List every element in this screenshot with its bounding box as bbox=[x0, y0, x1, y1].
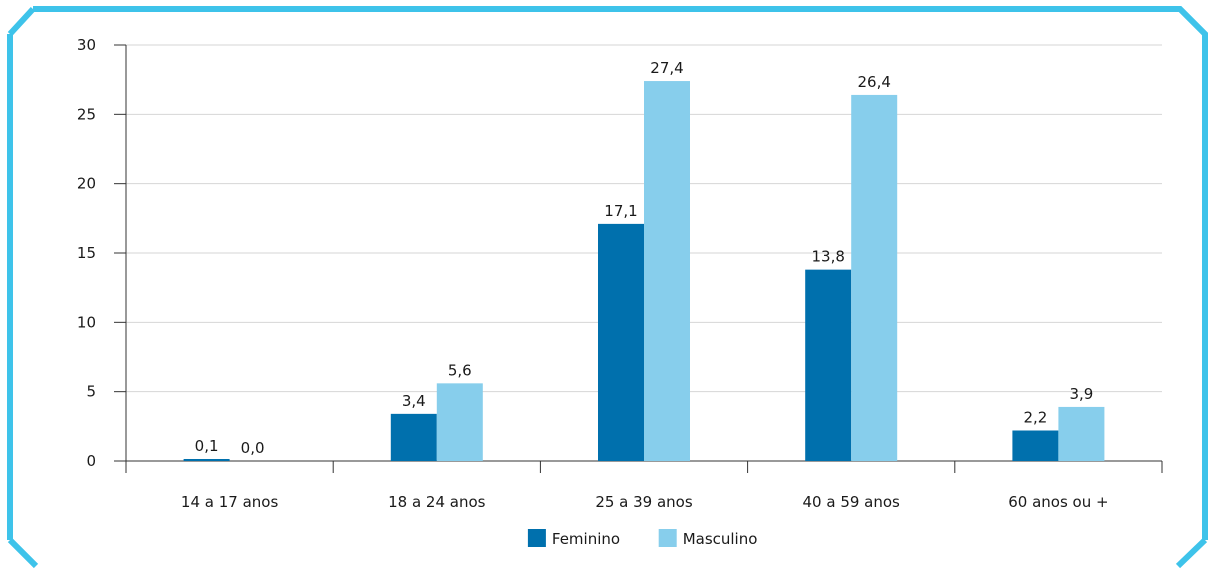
data-label: 26,4 bbox=[857, 73, 890, 91]
data-label: 0,0 bbox=[241, 439, 265, 457]
y-tick-label: 25 bbox=[77, 105, 96, 123]
x-category-label: 25 a 39 anos bbox=[595, 493, 693, 511]
bars bbox=[183, 81, 1105, 462]
legend-swatch-masculino bbox=[658, 529, 677, 547]
y-tick-label: 0 bbox=[86, 452, 96, 470]
data-label: 13,8 bbox=[811, 248, 844, 266]
y-tick-label: 10 bbox=[77, 313, 96, 331]
data-labels: 0,1 0,0 3,4 5,6 17,1 27,4 13,8 26,4 2,2 3,9 bbox=[195, 59, 1094, 457]
bar-masculino bbox=[436, 383, 483, 461]
data-label: 3,9 bbox=[1069, 385, 1093, 403]
bar-feminino bbox=[805, 269, 852, 461]
x-category-label: 18 a 24 anos bbox=[388, 493, 486, 511]
legend-label: Masculino bbox=[683, 530, 758, 548]
bar-masculino bbox=[644, 81, 690, 461]
bar-feminino bbox=[183, 459, 230, 461]
y-tick-label: 5 bbox=[86, 383, 96, 401]
x-category-label: 14 a 17 anos bbox=[181, 493, 279, 511]
x-category-label: 60 anos ou + bbox=[1008, 493, 1108, 511]
data-label: 5,6 bbox=[448, 361, 472, 379]
data-label: 2,2 bbox=[1023, 408, 1047, 426]
bar-feminino bbox=[598, 223, 644, 461]
bar-masculino bbox=[1058, 406, 1105, 461]
y-tick-label: 15 bbox=[77, 244, 96, 262]
bar-feminino bbox=[390, 413, 437, 461]
y-tick-label: 20 bbox=[77, 175, 96, 193]
data-label: 27,4 bbox=[650, 59, 683, 77]
x-category-label: 40 a 59 anos bbox=[803, 493, 901, 511]
legend-swatch-feminino bbox=[527, 529, 546, 547]
legend: Feminino Masculino bbox=[527, 529, 758, 548]
legend-label: Feminino bbox=[552, 530, 620, 548]
data-label: 17,1 bbox=[604, 202, 637, 220]
data-label: 3,4 bbox=[402, 392, 426, 410]
bar-masculino bbox=[851, 94, 898, 462]
axes: 0 5 10 15 20 25 30 14 a 17 anos 18 a 24 anos 25 a… bbox=[77, 36, 1163, 511]
data-label: 0,1 bbox=[195, 437, 219, 455]
bar-feminino bbox=[1012, 430, 1059, 461]
y-tick-label: 30 bbox=[77, 36, 96, 54]
